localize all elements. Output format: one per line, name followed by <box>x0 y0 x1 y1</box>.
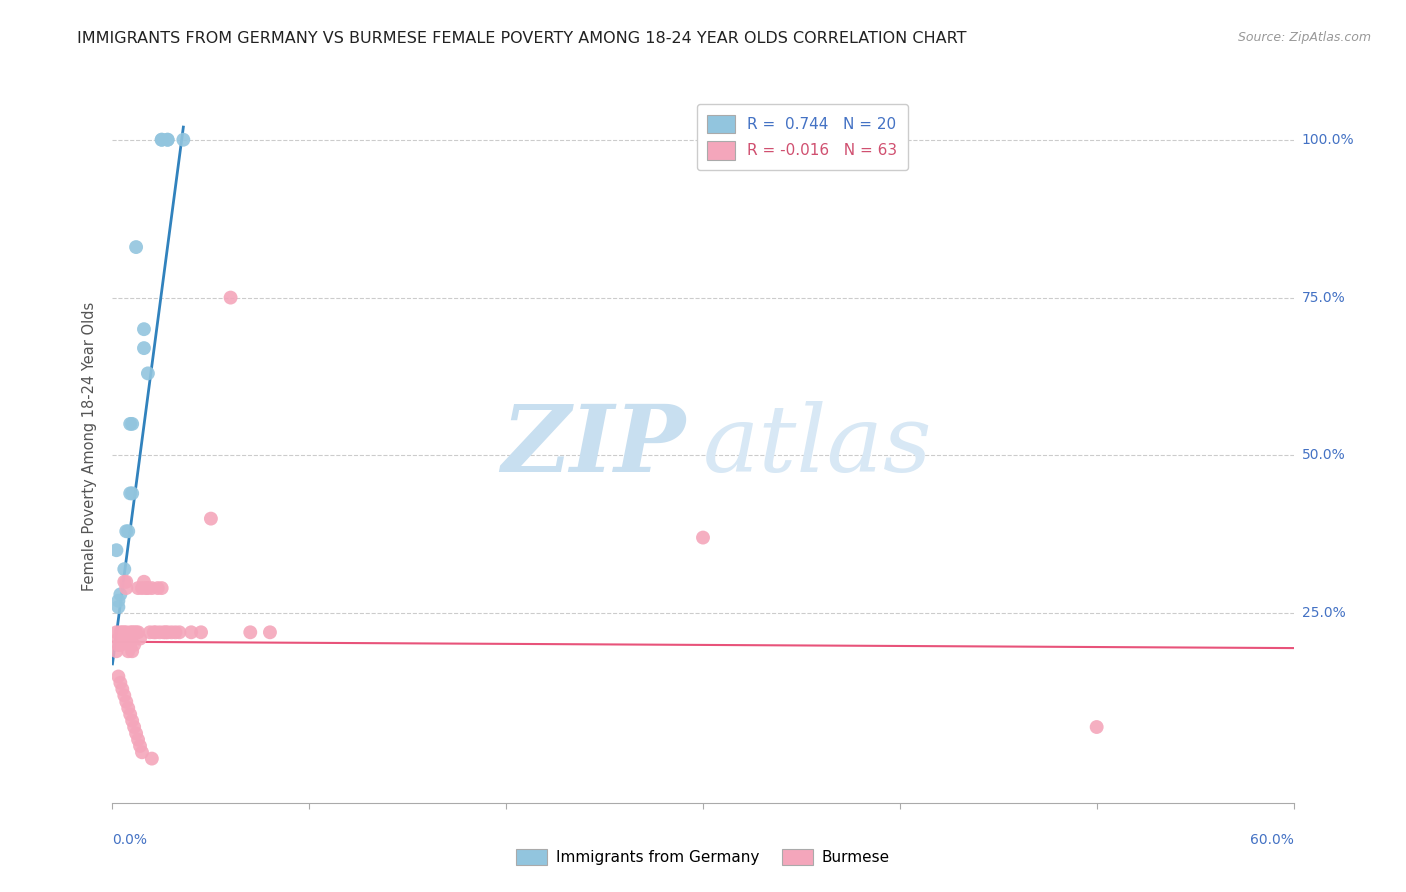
Point <box>145 625 167 640</box>
Point <box>692 531 714 545</box>
Text: Source: ZipAtlas.com: Source: ZipAtlas.com <box>1237 31 1371 45</box>
Point <box>1085 720 1108 734</box>
Point <box>127 581 149 595</box>
Point <box>172 133 194 147</box>
Point <box>200 511 222 525</box>
Point <box>115 581 138 595</box>
Point <box>107 669 129 683</box>
Point <box>120 638 142 652</box>
Text: 100.0%: 100.0% <box>1302 133 1354 146</box>
Point <box>190 625 212 640</box>
Text: IMMIGRANTS FROM GERMANY VS BURMESE FEMALE POVERTY AMONG 18-24 YEAR OLDS CORRELAT: IMMIGRANTS FROM GERMANY VS BURMESE FEMAL… <box>77 31 967 46</box>
Point <box>121 625 143 640</box>
Point <box>120 486 142 500</box>
Point <box>115 574 138 589</box>
Text: 25.0%: 25.0% <box>1302 607 1346 620</box>
Point <box>105 543 128 558</box>
Point <box>107 632 129 646</box>
Point <box>111 682 134 697</box>
Point <box>150 133 173 147</box>
Point <box>156 133 179 147</box>
Point <box>180 625 202 640</box>
Text: 0.0%: 0.0% <box>112 833 148 847</box>
Point <box>150 581 173 595</box>
Point <box>131 745 153 759</box>
Point <box>121 644 143 658</box>
Point <box>122 625 145 640</box>
Point <box>115 625 138 640</box>
Point <box>117 701 139 715</box>
Point <box>117 632 139 646</box>
Text: 50.0%: 50.0% <box>1302 449 1346 462</box>
Point <box>105 625 128 640</box>
Point <box>132 322 155 336</box>
Legend: R =  0.744   N = 20, R = -0.016   N = 63: R = 0.744 N = 20, R = -0.016 N = 63 <box>697 104 908 170</box>
Point <box>121 714 143 728</box>
Point <box>139 625 162 640</box>
Point <box>169 625 191 640</box>
Point <box>132 574 155 589</box>
Point <box>117 644 139 658</box>
Point <box>110 625 132 640</box>
Point <box>155 625 177 640</box>
Point <box>149 625 172 640</box>
Point <box>156 625 179 640</box>
Point <box>120 707 142 722</box>
Point <box>142 625 165 640</box>
Point <box>121 417 143 431</box>
Point <box>110 587 132 601</box>
Point <box>122 720 145 734</box>
Text: 60.0%: 60.0% <box>1250 833 1294 847</box>
Point <box>156 133 179 147</box>
Point <box>117 524 139 539</box>
Point <box>112 562 135 576</box>
Point <box>136 367 159 381</box>
Y-axis label: Female Poverty Among 18-24 Year Olds: Female Poverty Among 18-24 Year Olds <box>82 301 97 591</box>
Point <box>259 625 281 640</box>
Point <box>146 581 169 595</box>
Point <box>152 625 174 640</box>
Point <box>107 600 129 615</box>
Point <box>129 632 152 646</box>
Point <box>115 524 138 539</box>
Point <box>136 581 159 595</box>
Point <box>150 133 173 147</box>
Point <box>120 625 142 640</box>
Point <box>110 638 132 652</box>
Text: 75.0%: 75.0% <box>1302 291 1346 304</box>
Point <box>219 291 242 305</box>
Point <box>127 732 149 747</box>
Point <box>129 739 152 753</box>
Point <box>115 695 138 709</box>
Point <box>132 341 155 355</box>
Point <box>107 638 129 652</box>
Point <box>125 726 148 740</box>
Point <box>120 417 142 431</box>
Point <box>160 625 183 640</box>
Point <box>105 644 128 658</box>
Point <box>135 581 157 595</box>
Point <box>112 625 135 640</box>
Point <box>111 632 134 646</box>
Point <box>141 751 163 765</box>
Point <box>110 675 132 690</box>
Point <box>125 625 148 640</box>
Point <box>122 638 145 652</box>
Point <box>127 625 149 640</box>
Point <box>165 625 187 640</box>
Point <box>141 581 163 595</box>
Text: ZIP: ZIP <box>501 401 685 491</box>
Point <box>111 625 134 640</box>
Point <box>112 574 135 589</box>
Text: atlas: atlas <box>703 401 932 491</box>
Point <box>131 581 153 595</box>
Legend: Immigrants from Germany, Burmese: Immigrants from Germany, Burmese <box>510 843 896 871</box>
Point <box>112 689 135 703</box>
Point <box>107 593 129 607</box>
Point <box>239 625 262 640</box>
Point <box>121 486 143 500</box>
Point <box>125 240 148 254</box>
